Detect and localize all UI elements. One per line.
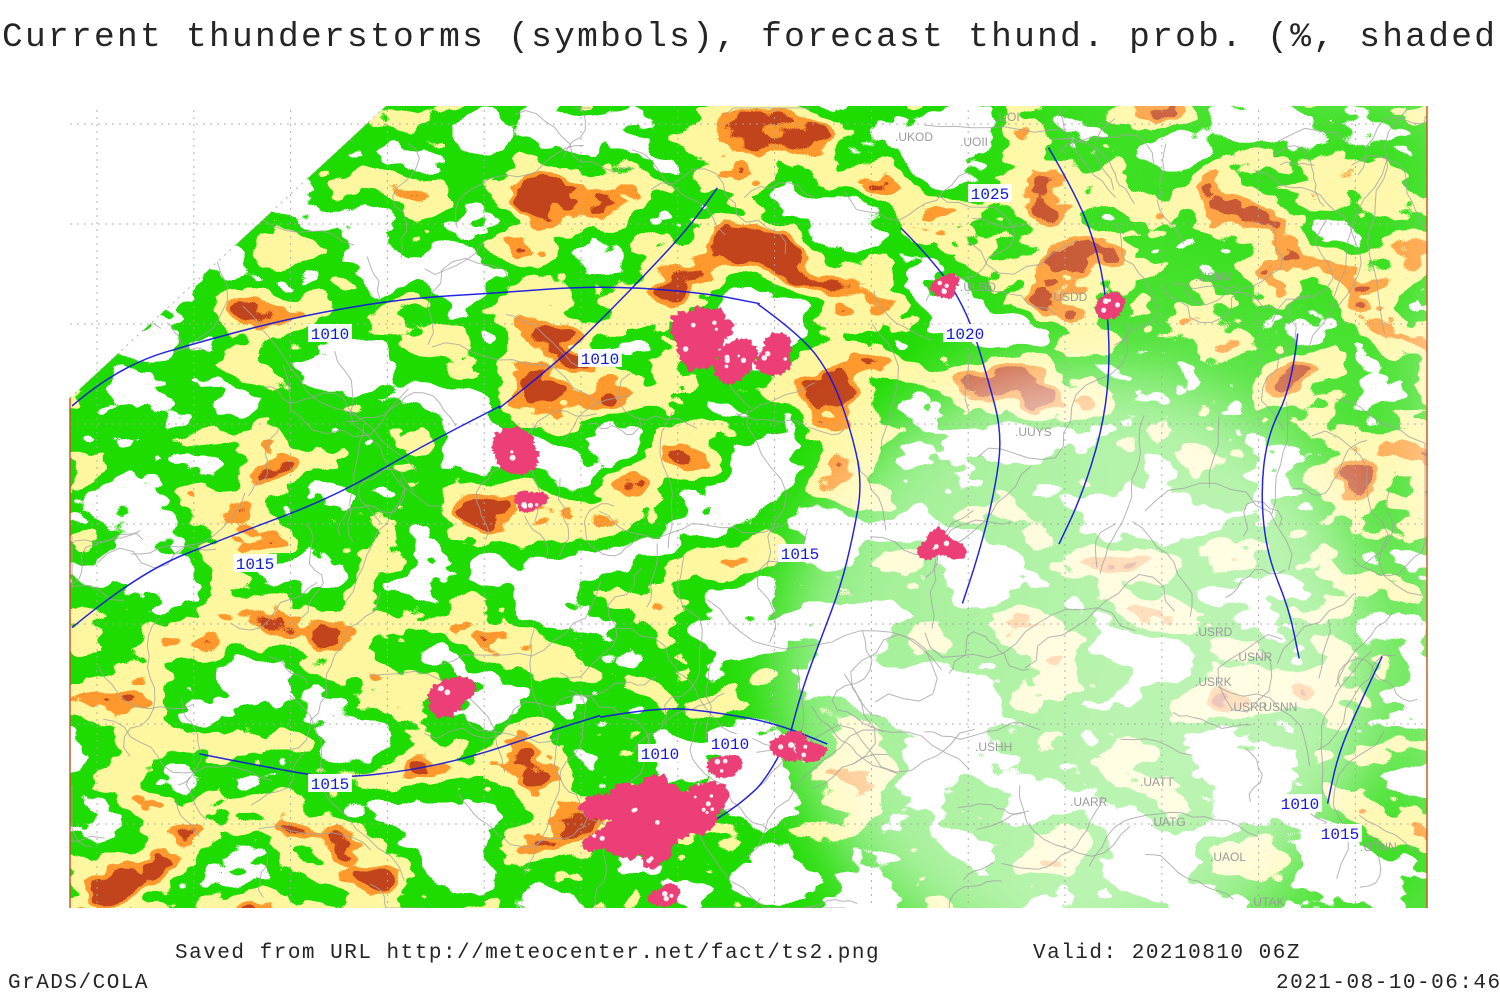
svg-text:.ULDD: .ULDD bbox=[960, 280, 996, 294]
svg-text:.UATG: .UATG bbox=[1150, 815, 1186, 829]
svg-text:.UUYS: .UUYS bbox=[1015, 425, 1052, 439]
svg-text:.UATT: .UATT bbox=[1140, 775, 1174, 789]
svg-text:1010: 1010 bbox=[311, 326, 349, 344]
svg-text:1015: 1015 bbox=[236, 556, 274, 574]
svg-text:1015: 1015 bbox=[1321, 826, 1359, 844]
svg-text:1010: 1010 bbox=[581, 351, 619, 369]
svg-text:.USNR: .USNR bbox=[1235, 650, 1273, 664]
svg-text:1025: 1025 bbox=[971, 186, 1009, 204]
svg-text:.UTAK: .UTAK bbox=[1250, 895, 1284, 908]
svg-text:1010: 1010 bbox=[1281, 796, 1319, 814]
svg-text:.USNV: .USNV bbox=[1195, 270, 1232, 284]
svg-text:.UOII: .UOII bbox=[960, 135, 988, 149]
svg-text:1020: 1020 bbox=[946, 326, 984, 344]
svg-text:.UKOD: .UKOD bbox=[895, 130, 933, 144]
svg-text:1015: 1015 bbox=[311, 776, 349, 794]
svg-text:.USDD: .USDD bbox=[1050, 290, 1088, 304]
svg-text:.USHH: .USHH bbox=[975, 740, 1012, 754]
svg-text:.USNN: .USNN bbox=[1260, 700, 1297, 714]
svg-text:.USRK: .USRK bbox=[1195, 675, 1232, 689]
svg-text:1010: 1010 bbox=[711, 736, 749, 754]
svg-text:1015: 1015 bbox=[781, 546, 819, 564]
svg-text:.UTNN: .UTNN bbox=[1360, 840, 1397, 854]
svg-text:.UARR: .UARR bbox=[1070, 795, 1108, 809]
svg-text:1010: 1010 bbox=[641, 746, 679, 764]
svg-text:.USRD: .USRD bbox=[1195, 625, 1233, 639]
svg-text:.UOI: .UOI bbox=[995, 110, 1020, 124]
svg-text:.UAOL: .UAOL bbox=[1210, 850, 1246, 864]
